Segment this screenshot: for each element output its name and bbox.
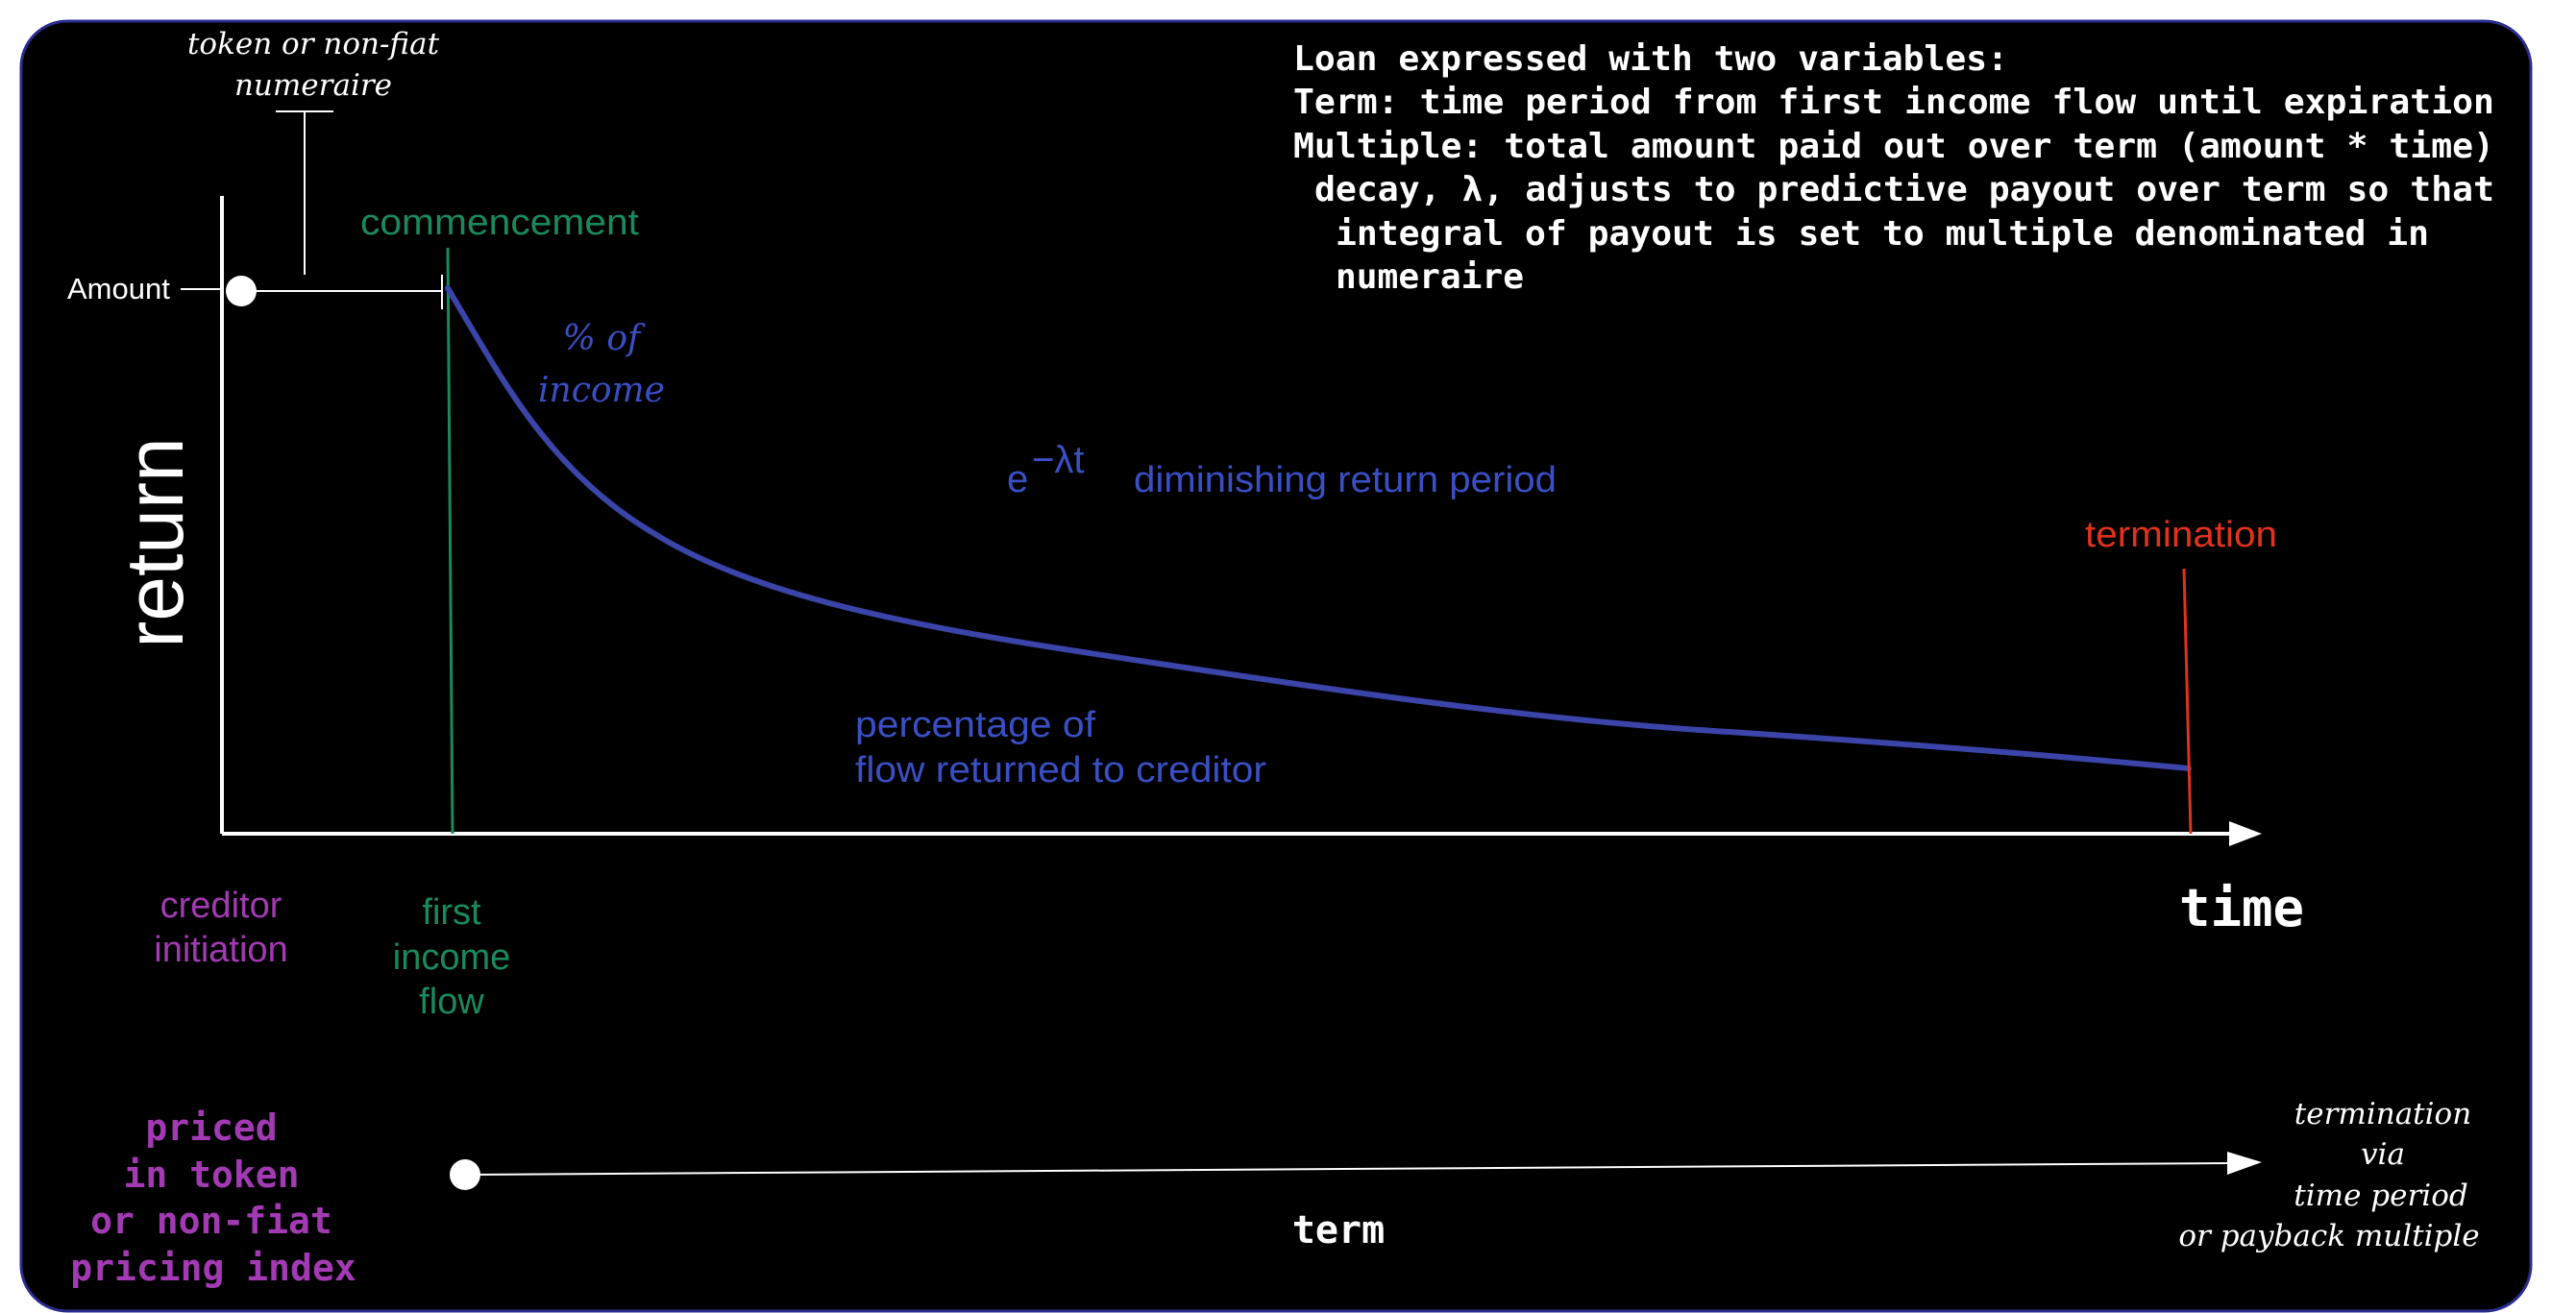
first-income-flow-line2: income (393, 937, 511, 978)
termination-via-line3: time period (2294, 1179, 2467, 1213)
diagram-frame (19, 19, 2533, 1313)
creditor-initiation-line1: creditor (160, 886, 282, 926)
term-arrow (464, 1162, 2230, 1176)
termination-label: termination (2085, 515, 2277, 555)
term-arrowhead (2227, 1152, 2262, 1175)
amount-point (226, 276, 257, 306)
decay-curve (445, 285, 2192, 771)
priced-line3: or non-fiat (90, 1200, 332, 1242)
term-label: term (1292, 1208, 1385, 1252)
description-line5: integral of payout is set to multiple de… (1336, 214, 2429, 254)
description-line3: Multiple: total amount paid out over ter… (1293, 127, 2494, 166)
termination-via-block: termination via time period or payback m… (2178, 1097, 2479, 1253)
diminishing-label: diminishing return period (1134, 460, 1557, 500)
description-line2: Term: time period from first income flow… (1293, 83, 2494, 122)
percentage-flow-line1: percentage of (855, 705, 1095, 745)
amount-label: Amount (67, 272, 170, 305)
formula-base: e (1007, 458, 1028, 500)
termination-via-line1: termination (2294, 1097, 2471, 1131)
token-note-line2: numeraire (234, 68, 392, 103)
priced-line4: pricing index (70, 1247, 356, 1289)
formula-exponent: −λt (1032, 439, 1084, 481)
description-line1: Loan expressed with two variables: (1293, 39, 2008, 79)
percent-income-line2: income (538, 371, 665, 410)
percent-income-line1: % of (563, 319, 646, 358)
term-start-point (450, 1159, 480, 1190)
percentage-flow-line2: flow returned to creditor (855, 750, 1266, 790)
x-axis-label: time (2179, 878, 2304, 938)
commencement-label: commencement (360, 203, 639, 243)
description-line4: decay, λ, adjusts to predictive payout o… (1314, 170, 2494, 209)
token-note-line1: token or non-fiat (187, 27, 440, 61)
description-block: Loan expressed with two variables: Term:… (1293, 39, 2494, 297)
termination-via-line4: or payback multiple (2178, 1219, 2479, 1253)
description-line6: numeraire (1336, 257, 1524, 297)
y-axis-label: return (110, 437, 200, 647)
first-income-flow-line1: first (422, 892, 481, 933)
x-axis-arrowhead (2229, 821, 2262, 846)
priced-line2: in token (123, 1154, 299, 1196)
priced-line1: priced (145, 1106, 277, 1149)
creditor-initiation-line2: initiation (154, 930, 287, 970)
commencement-line (446, 247, 454, 835)
termination-line (2182, 568, 2193, 835)
termination-via-line2: via (2361, 1137, 2405, 1172)
priced-block: priced in token or non-fiat pricing inde… (70, 1106, 356, 1289)
first-income-flow-line3: flow (419, 982, 484, 1022)
